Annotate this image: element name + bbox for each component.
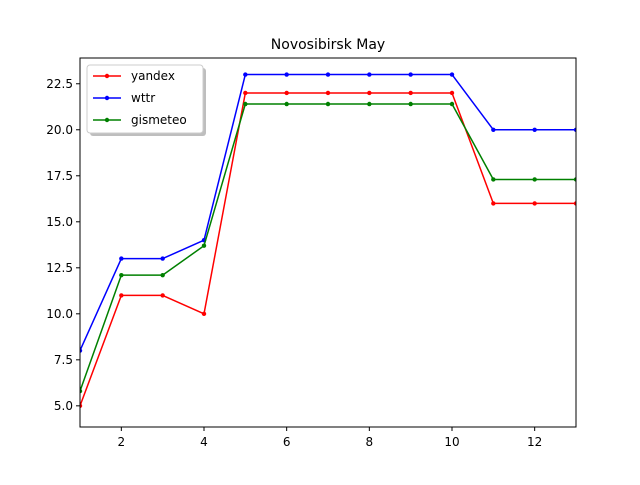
data-point-yandex — [532, 201, 537, 206]
data-point-wttr — [491, 127, 496, 132]
series-line-yandex — [80, 92, 576, 407]
data-point-wttr — [325, 72, 331, 77]
data-point-gismeteo — [80, 388, 83, 394]
x-tick-label: 12 — [527, 435, 542, 449]
x-tick-label: 6 — [283, 435, 291, 449]
data-point-yandex — [408, 90, 413, 96]
y-axis: 5.0 7.5 10.0 12.5 15.0 17.5 20.0 22.5 — [46, 77, 80, 413]
legend-marker-yandex — [104, 73, 110, 79]
legend-marker-gismeteo — [104, 117, 110, 123]
data-point-gismeteo — [573, 177, 576, 182]
data-point-yandex — [201, 311, 207, 317]
data-point-gismeteo — [367, 101, 372, 107]
legend-label-yandex: yandex — [131, 69, 175, 83]
series-line-gismeteo — [80, 103, 576, 392]
legend-label-gismeteo: gismeteo — [131, 113, 187, 127]
data-point-yandex — [573, 201, 576, 206]
data-point-yandex — [160, 293, 165, 298]
y-tick-label: 22.5 — [46, 77, 73, 91]
x-tick-label: 8 — [366, 435, 374, 449]
data-point-wttr — [408, 72, 413, 77]
data-point-gismeteo — [119, 272, 124, 278]
data-point-wttr — [160, 256, 165, 261]
y-tick-label: 7.5 — [54, 353, 73, 367]
data-point-gismeteo — [243, 101, 248, 107]
data-point-gismeteo — [160, 272, 165, 278]
data-point-gismeteo — [408, 101, 413, 107]
data-point-wttr — [119, 256, 124, 261]
series-layer — [80, 72, 576, 409]
plot-frame — [79, 57, 577, 428]
data-point-yandex — [449, 90, 455, 96]
data-point-gismeteo — [449, 101, 455, 107]
data-point-yandex — [80, 403, 83, 409]
y-tick-label: 5.0 — [54, 399, 73, 413]
data-point-wttr — [449, 72, 455, 77]
x-tick-label: 2 — [118, 435, 126, 449]
chart-title: Novosibirsk May — [271, 37, 385, 53]
data-point-gismeteo — [201, 243, 207, 248]
data-point-gismeteo — [284, 101, 289, 107]
x-axis: 2 4 6 8 10 12 — [118, 427, 542, 449]
legend: yandex wttr gismeteo — [86, 64, 206, 136]
data-point-yandex — [325, 90, 331, 96]
data-point-wttr — [532, 127, 537, 132]
x-tick-label: 10 — [444, 435, 459, 449]
legend-label-wttr: wttr — [131, 91, 155, 105]
x-tick-label: 4 — [200, 435, 208, 449]
data-point-gismeteo — [532, 177, 537, 182]
data-point-wttr — [80, 348, 83, 353]
data-point-gismeteo — [325, 101, 331, 107]
legend-marker-wttr — [104, 95, 110, 101]
data-point-yandex — [284, 90, 289, 96]
data-point-wttr — [573, 127, 576, 132]
data-point-yandex — [367, 90, 372, 96]
data-point-wttr — [243, 72, 248, 77]
data-point-yandex — [119, 293, 124, 298]
data-point-yandex — [243, 90, 248, 96]
y-tick-label: 15.0 — [46, 215, 73, 229]
legend-box — [86, 64, 204, 134]
y-tick-label: 20.0 — [46, 123, 73, 137]
data-point-wttr — [284, 72, 289, 77]
y-tick-label: 12.5 — [46, 261, 73, 275]
data-point-yandex — [491, 201, 496, 206]
data-point-gismeteo — [491, 177, 496, 182]
y-tick-label: 17.5 — [46, 169, 73, 183]
y-tick-label: 10.0 — [46, 307, 73, 321]
data-point-wttr — [367, 72, 372, 77]
